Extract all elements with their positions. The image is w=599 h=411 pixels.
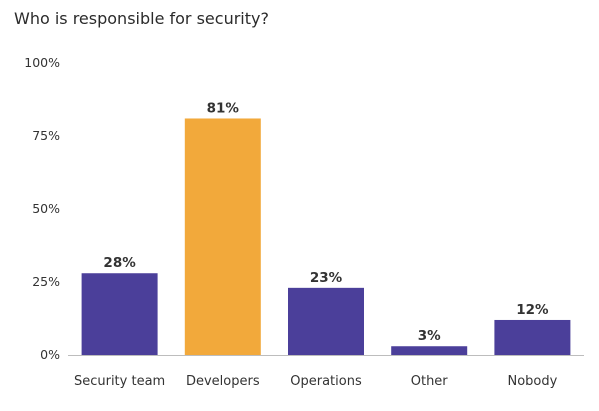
y-tick-label: 0% <box>40 347 60 362</box>
y-tick-label: 75% <box>32 128 60 143</box>
y-tick-label: 50% <box>32 201 60 216</box>
data-label: 23% <box>310 270 343 286</box>
y-tick-label: 100% <box>24 55 60 70</box>
bar-other <box>391 346 468 355</box>
bar-security-team <box>81 273 158 355</box>
y-tick-label: 25% <box>32 274 60 289</box>
bars <box>81 118 571 355</box>
category-label: Nobody <box>507 374 557 389</box>
y-axis-ticks: 0% 25% 50% 75% 100% <box>24 55 60 362</box>
category-labels: Security team Developers Operations Other No… <box>74 374 558 389</box>
data-label: 3% <box>418 328 441 344</box>
bar-nobody <box>494 319 571 355</box>
category-label: Security team <box>74 374 165 389</box>
data-label: 12% <box>516 302 549 318</box>
category-label: Operations <box>290 374 362 389</box>
data-label: 81% <box>207 100 240 116</box>
category-label: Developers <box>186 374 260 389</box>
data-label: 28% <box>103 255 136 271</box>
chart-title: Who is responsible for security? <box>14 9 269 28</box>
data-labels: 28% 81% 23% 3% 12% <box>103 100 549 344</box>
category-label: Other <box>411 374 449 389</box>
bar-operations <box>288 287 364 355</box>
bar-developers <box>184 118 261 355</box>
